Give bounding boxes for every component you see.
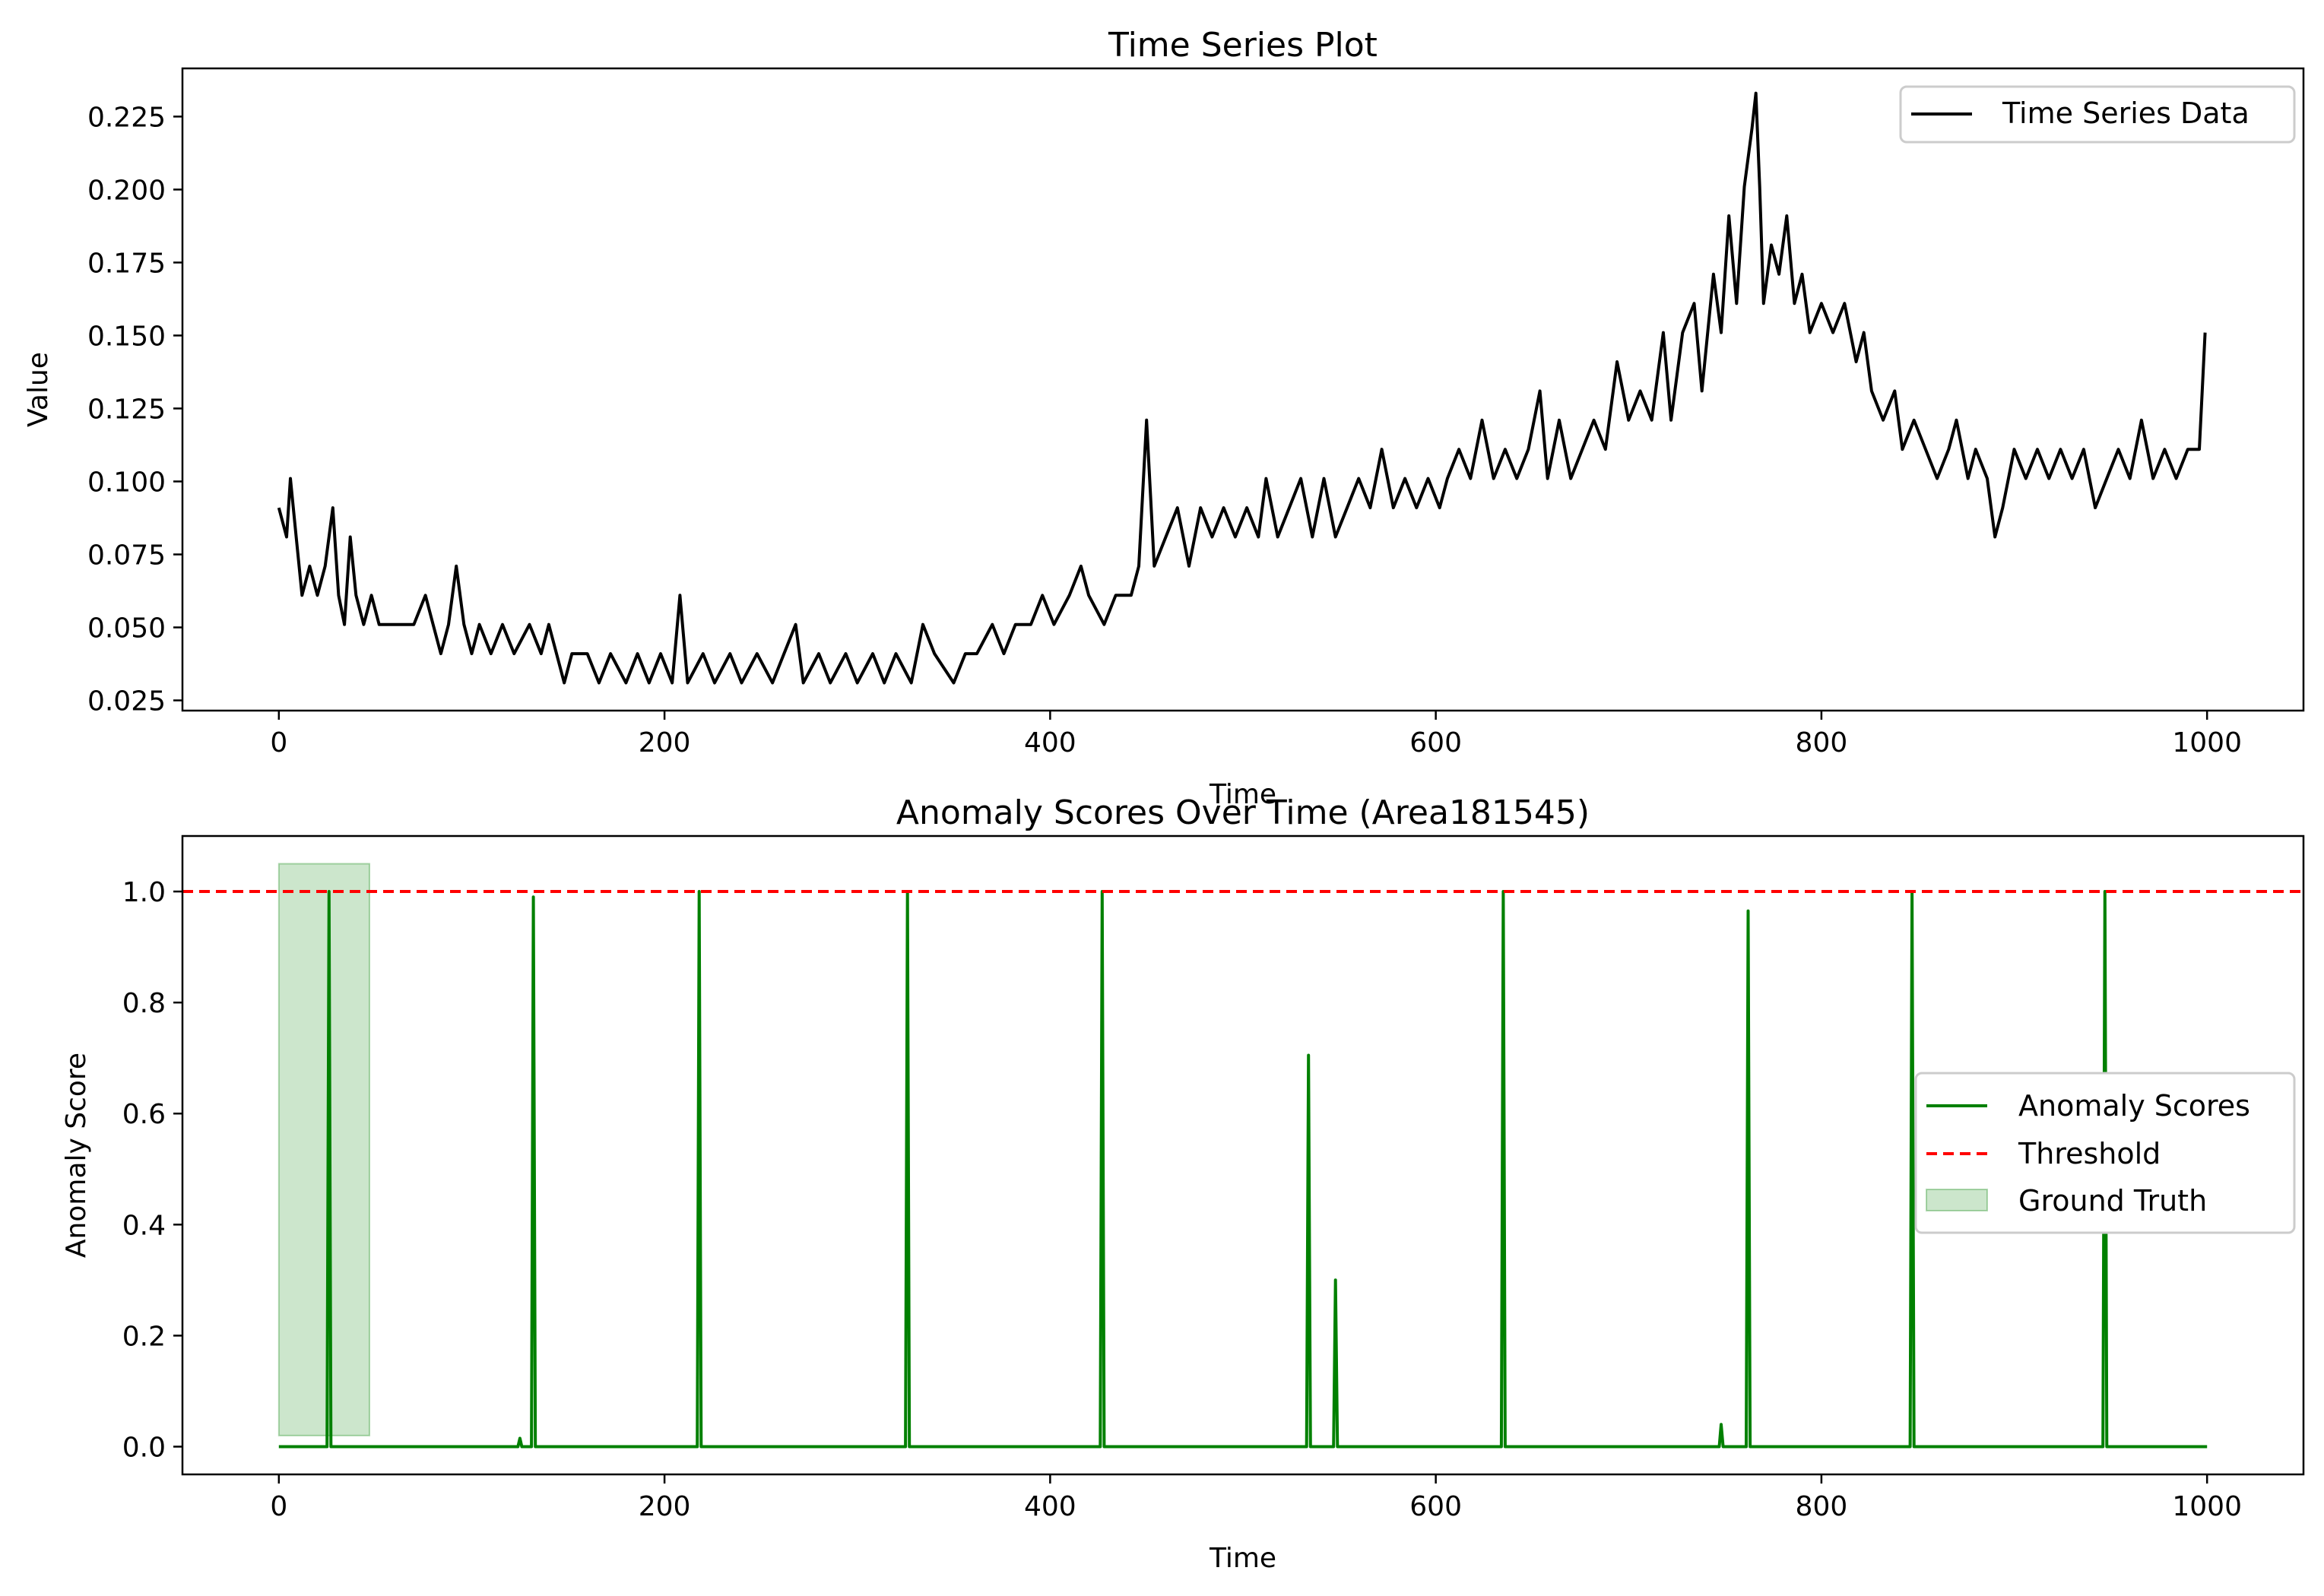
anomaly-scores-series-line [278, 890, 2208, 1449]
time-series-legend: Time Series Data [1899, 85, 2296, 144]
legend-label-time-series-data: Time Series Data [2002, 97, 2249, 130]
time-series-panel: Time Series Plot Value Time 0 200 400 600 80… [23, 26, 2305, 810]
x-tick-label: 0 [270, 727, 287, 758]
time-series-data-layer [277, 91, 2207, 685]
anomaly-scores-panel: Anomaly Scores Over Time (Area181545) An… [61, 793, 2305, 1574]
anomaly-scores-legend: Anomaly Scores Threshold Ground Truth [1914, 1072, 2296, 1234]
y-tick-label: 0.025 [87, 686, 166, 717]
y-tick-label: 0.4 [122, 1210, 166, 1241]
x-tick-label: 0 [270, 1491, 287, 1522]
y-tick-label: 0.100 [87, 467, 166, 498]
anomaly-scores-data-layer [182, 863, 2303, 1449]
time-series-axes-frame [181, 67, 2305, 712]
time-series-ticks: 0 200 400 600 800 1000 0.025 0.050 0.075 0.100 0.1… [87, 102, 2242, 758]
y-tick-label: 0.200 [87, 175, 166, 206]
anomaly-scores-axes-frame [181, 834, 2305, 1476]
x-tick-label: 1000 [2172, 1491, 2242, 1522]
x-tick-label: 200 [639, 727, 691, 758]
ground-truth-region [277, 863, 371, 1436]
y-tick-label: 0.2 [122, 1321, 166, 1352]
anomaly-scores-x-axis-label: Time [1209, 1543, 1276, 1574]
y-tick-label: 0.225 [87, 102, 166, 133]
x-tick-label: 200 [639, 1491, 691, 1522]
legend-label-anomaly-scores: Anomaly Scores [2018, 1089, 2250, 1123]
y-tick-label: 0.150 [87, 321, 166, 352]
x-tick-label: 800 [1796, 727, 1848, 758]
y-tick-label: 0.075 [87, 540, 166, 572]
time-series-plot-area [181, 67, 2305, 712]
x-tick-label: 400 [1024, 1491, 1076, 1522]
y-tick-label: 0.0 [122, 1432, 166, 1463]
y-tick-label: 0.125 [87, 394, 166, 425]
legend-swatch-ground-truth [1926, 1189, 1988, 1211]
legend-frame [1914, 1072, 2296, 1234]
time-series-series-line [277, 91, 2207, 685]
x-tick-label: 600 [1409, 727, 1462, 758]
anomaly-scores-title: Anomaly Scores Over Time (Area181545) [896, 793, 1590, 832]
anomaly-scores-ticks: 0 200 400 600 800 1000 0.0 0.2 0.4 0.6 0.8 1.0 [122, 877, 2242, 1522]
x-tick-label: 600 [1409, 1491, 1462, 1522]
y-tick-label: 1.0 [122, 877, 166, 908]
time-series-title: Time Series Plot [1108, 26, 1378, 65]
time-series-x-axis-label: Time [1209, 779, 1276, 810]
y-tick-label: 0.050 [87, 613, 166, 644]
y-tick-label: 0.6 [122, 1099, 166, 1130]
legend-frame [1899, 85, 2296, 144]
x-tick-label: 800 [1796, 1491, 1848, 1522]
legend-label-threshold: Threshold [2018, 1137, 2161, 1170]
time-series-y-axis-label: Value [23, 352, 54, 427]
legend-label-ground-truth: Ground Truth [2018, 1184, 2207, 1218]
anomaly-scores-y-axis-label: Anomaly Score [61, 1053, 92, 1258]
y-tick-label: 0.175 [87, 248, 166, 279]
x-tick-label: 1000 [2172, 727, 2242, 758]
anomaly-scores-plot-area [181, 834, 2305, 1476]
x-tick-label: 400 [1024, 727, 1076, 758]
y-tick-label: 0.8 [122, 988, 166, 1019]
